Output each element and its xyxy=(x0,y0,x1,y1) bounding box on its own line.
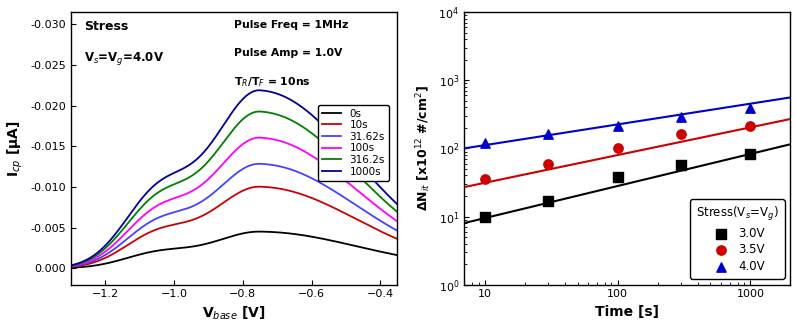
Text: V$_s$=V$_g$=4.0V: V$_s$=V$_g$=4.0V xyxy=(84,50,164,67)
100s xyxy=(263,136,272,140)
31.62s xyxy=(49,266,59,270)
31.62s xyxy=(263,162,272,166)
316.2s xyxy=(366,186,376,190)
3.0V xyxy=(541,198,554,203)
0s xyxy=(49,266,59,270)
3.5V xyxy=(674,132,687,137)
31.62s xyxy=(283,167,293,171)
Line: 10s: 10s xyxy=(54,187,422,268)
316.2s xyxy=(49,266,59,270)
316.2s xyxy=(72,262,81,266)
10s xyxy=(263,185,272,189)
1000s xyxy=(366,175,376,179)
Line: 1000s: 1000s xyxy=(54,90,422,268)
Line: 100s: 100s xyxy=(54,138,422,268)
Legend: 3.0V, 3.5V, 4.0V: 3.0V, 3.5V, 4.0V xyxy=(690,199,785,279)
1000s xyxy=(254,88,263,92)
10s xyxy=(254,185,263,189)
10s xyxy=(329,205,338,209)
100s xyxy=(417,235,427,238)
0s xyxy=(417,257,427,261)
31.62s xyxy=(254,162,263,166)
100s xyxy=(273,138,283,142)
31.62s xyxy=(417,241,427,245)
0s xyxy=(366,248,376,252)
Text: Pulse Freq = 1MHz: Pulse Freq = 1MHz xyxy=(234,20,349,30)
3.5V xyxy=(541,161,554,166)
316.2s xyxy=(263,111,272,114)
10s xyxy=(366,225,376,229)
100s xyxy=(366,199,376,203)
4.0V xyxy=(478,140,491,146)
Y-axis label: I$_{cp}$ [μA]: I$_{cp}$ [μA] xyxy=(6,120,25,176)
3.0V xyxy=(674,162,687,168)
100s xyxy=(49,266,59,270)
100s xyxy=(329,169,338,173)
4.0V xyxy=(674,114,687,119)
31.62s xyxy=(72,264,81,268)
Y-axis label: ΔN$_{it}$ [x10$^{12}$ #/cm$^2$]: ΔN$_{it}$ [x10$^{12}$ #/cm$^2$] xyxy=(414,85,433,212)
316.2s xyxy=(254,110,263,113)
0s xyxy=(263,230,272,234)
X-axis label: Time [s]: Time [s] xyxy=(595,305,659,319)
10s xyxy=(283,189,293,193)
100s xyxy=(254,136,263,140)
31.62s xyxy=(273,164,283,168)
3.5V xyxy=(478,177,491,182)
Line: 31.62s: 31.62s xyxy=(54,164,422,268)
4.0V xyxy=(611,123,624,128)
0s xyxy=(72,265,81,269)
Text: Pulse Amp = 1.0V: Pulse Amp = 1.0V xyxy=(234,48,342,58)
100s xyxy=(283,142,293,146)
31.62s xyxy=(329,188,338,192)
1000s xyxy=(417,223,427,227)
Text: T$_R$/T$_F$ = 10ns: T$_R$/T$_F$ = 10ns xyxy=(234,75,311,89)
0s xyxy=(254,230,263,234)
1000s xyxy=(49,266,59,270)
1000s xyxy=(283,97,293,101)
4.0V xyxy=(744,106,757,111)
10s xyxy=(72,264,81,268)
316.2s xyxy=(329,150,338,154)
0s xyxy=(329,239,338,243)
1000s xyxy=(273,92,283,96)
0s xyxy=(273,230,283,234)
316.2s xyxy=(283,117,293,121)
3.5V xyxy=(611,146,624,151)
0s xyxy=(283,231,293,235)
Text: Stress: Stress xyxy=(84,20,128,33)
1000s xyxy=(329,133,338,137)
10s xyxy=(49,266,59,270)
3.0V xyxy=(611,174,624,180)
10s xyxy=(273,186,283,190)
Line: 0s: 0s xyxy=(54,232,422,268)
100s xyxy=(72,263,81,267)
Line: 316.2s: 316.2s xyxy=(54,112,422,268)
3.5V xyxy=(744,123,757,128)
31.62s xyxy=(366,213,376,217)
3.0V xyxy=(478,214,491,219)
316.2s xyxy=(417,228,427,232)
316.2s xyxy=(273,113,283,116)
1000s xyxy=(72,262,81,266)
4.0V xyxy=(541,132,554,137)
3.0V xyxy=(744,152,757,157)
X-axis label: V$_{base}$ [V]: V$_{base}$ [V] xyxy=(202,305,266,322)
1000s xyxy=(263,89,272,93)
Legend: 0s, 10s, 31.62s, 100s, 316.2s, 1000s: 0s, 10s, 31.62s, 100s, 316.2s, 1000s xyxy=(318,105,389,181)
10s xyxy=(417,247,427,251)
